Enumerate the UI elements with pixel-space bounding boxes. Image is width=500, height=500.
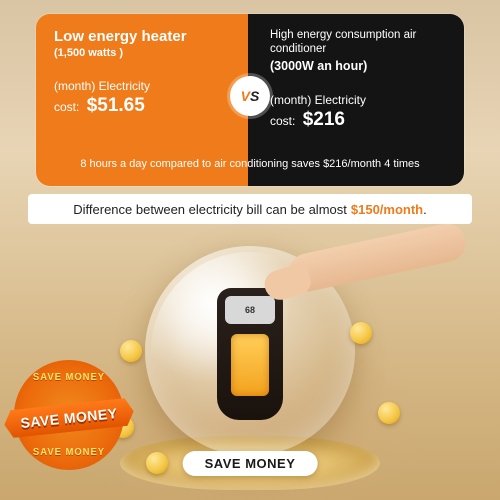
- left-title: Low energy heater: [54, 28, 234, 45]
- save-money-seal: SAVE MONEY SAVE MONEY SAVE MONEY: [14, 360, 124, 470]
- seal-arc-bottom: SAVE MONEY: [17, 447, 122, 458]
- right-cost-prefix: cost:: [270, 114, 295, 128]
- coin-icon: [146, 452, 168, 474]
- save-money-pill: SAVE MONEY: [183, 451, 318, 476]
- compare-footer: 8 hours a day compared to air conditioni…: [36, 158, 464, 170]
- coin-icon: [378, 402, 400, 424]
- left-cost-value: $51.65: [87, 95, 145, 116]
- left-cost: cost: $51.65: [54, 95, 234, 117]
- coin-icon: [120, 340, 142, 362]
- heater-grill: [231, 334, 269, 396]
- heater-display: 68: [225, 296, 275, 324]
- right-elec-label: (month) Electricity: [270, 93, 450, 107]
- coin-icon: [350, 322, 372, 344]
- right-cost: cost: $216: [270, 109, 450, 131]
- left-cost-prefix: cost:: [54, 100, 79, 114]
- seal-ribbon-text: SAVE MONEY: [20, 405, 118, 431]
- vs-badge: VS: [230, 76, 270, 116]
- seal-arc-top: SAVE MONEY: [17, 372, 122, 383]
- left-subtitle: (1,500 watts ): [54, 47, 234, 59]
- left-elec-label: (month) Electricity: [54, 79, 234, 93]
- right-cost-value: $216: [303, 109, 345, 130]
- difference-suffix: .: [423, 202, 427, 217]
- difference-text: Difference between electricity bill can …: [73, 202, 347, 217]
- right-subtitle: (3000W an hour): [270, 59, 450, 73]
- heater-product: 68: [217, 288, 283, 420]
- right-title: High energy consumption air conditioner: [270, 28, 450, 57]
